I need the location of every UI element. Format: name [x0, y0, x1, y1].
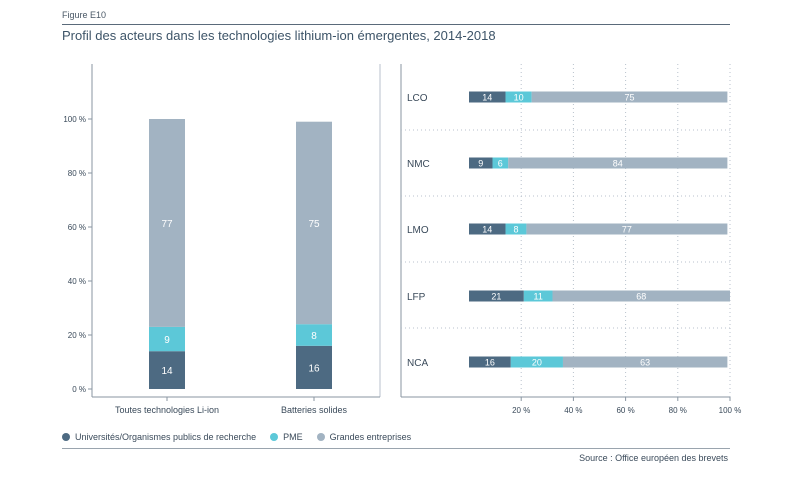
right-bar-value-label: 68	[636, 292, 646, 302]
left-bar-grandes	[296, 121, 332, 325]
right-bar-value-label: 8	[513, 225, 518, 235]
right-xtick-label: 40 %	[564, 406, 582, 415]
left-bar-pme	[296, 324, 332, 346]
right-bar-value-label: 14	[482, 225, 492, 235]
source-note: Source : Office européen des brevets	[579, 453, 728, 463]
top-divider	[62, 24, 730, 25]
right-bar-value-label: 16	[485, 358, 495, 368]
left-ytick-label: 60 %	[68, 223, 86, 232]
legend-dot-universites-icon	[62, 433, 70, 441]
legend-label-universites: Universités/Organismes publics de recher…	[75, 432, 257, 442]
legend: Universités/Organismes publics de recher…	[62, 432, 425, 442]
right-bar-grandes	[552, 290, 730, 302]
right-bar-value-label: 9	[478, 159, 483, 169]
right-bar-universites	[469, 290, 524, 302]
left-ytick-label: 40 %	[68, 277, 86, 286]
left-bar-value-label: 14	[161, 366, 173, 377]
right-bar-universites	[469, 356, 511, 368]
right-bar-grandes	[531, 91, 728, 103]
left-bar-value-label: 16	[308, 363, 320, 374]
legend-item-universites: Universités/Organismes publics de recher…	[62, 432, 256, 442]
right-xtick-label: 60 %	[616, 406, 634, 415]
left-bar-value-label: 75	[308, 219, 320, 230]
right-bar-pme	[505, 91, 532, 103]
right-bar-universites	[469, 91, 506, 103]
left-bar-grandes	[149, 119, 185, 327]
right-bar-grandes	[526, 223, 728, 235]
right-bar-pme	[510, 356, 563, 368]
right-bar-value-label: 11	[533, 292, 542, 302]
left-xtick-label: Toutes technologies Li-ion	[115, 405, 219, 415]
right-bar-pme	[523, 290, 553, 302]
legend-item-grandes: Grandes entreprises	[316, 432, 412, 442]
legend-dot-grandes-icon	[316, 433, 325, 441]
right-category-label: LCO	[407, 93, 428, 104]
right-bar-value-label: 77	[622, 225, 632, 235]
legend-label-grandes: Grandes entreprises	[329, 432, 412, 442]
left-xtick-label: Batteries solides	[281, 405, 348, 415]
right-category-label: LMO	[407, 225, 429, 236]
right-bar-universites	[469, 223, 506, 235]
legend-dot-pme-icon	[270, 433, 279, 441]
left-ytick-label: 20 %	[68, 331, 86, 340]
right-bar-pme	[492, 157, 509, 169]
right-bar-value-label: 84	[613, 159, 623, 169]
right-category-label: LFP	[407, 292, 426, 303]
right-xtick-label: 20 %	[512, 406, 530, 415]
left-ytick-label: 80 %	[68, 169, 86, 178]
chart-title: Profil des acteurs dans les technologies…	[62, 28, 496, 43]
right-xtick-label: 80 %	[669, 406, 687, 415]
right-bar-value-label: 6	[498, 159, 503, 169]
left-ytick-label: 100 %	[63, 115, 86, 124]
left-bar-value-label: 9	[164, 335, 170, 346]
right-xtick-label: 100 %	[719, 406, 742, 415]
left-bar-value-label: 8	[311, 331, 317, 342]
right-bar-pme	[505, 223, 527, 235]
right-category-label: NMC	[407, 159, 430, 170]
right-bar-value-label: 14	[482, 93, 492, 103]
right-bar-value-label: 10	[514, 93, 524, 103]
left-bar-value-label: 77	[161, 219, 173, 230]
right-bar-universites	[469, 157, 493, 169]
right-bar-value-label: 20	[532, 358, 542, 368]
legend-item-pme: PME	[270, 432, 303, 442]
right-bar-value-label: 21	[491, 292, 501, 302]
right-bar-grandes	[508, 157, 728, 169]
left-bar-pme	[149, 326, 185, 352]
bottom-divider	[62, 448, 730, 449]
left-ytick-label: 0 %	[72, 385, 86, 394]
right-bar-grandes	[562, 356, 728, 368]
legend-label-pme: PME	[283, 432, 303, 442]
right-category-label: NCA	[407, 358, 428, 369]
left-bar-universites	[149, 351, 185, 389]
left-bar-universites	[296, 345, 332, 389]
figure-label: Figure E10	[62, 10, 107, 20]
right-bar-value-label: 63	[640, 358, 650, 368]
right-bar-value-label: 75	[625, 93, 635, 103]
